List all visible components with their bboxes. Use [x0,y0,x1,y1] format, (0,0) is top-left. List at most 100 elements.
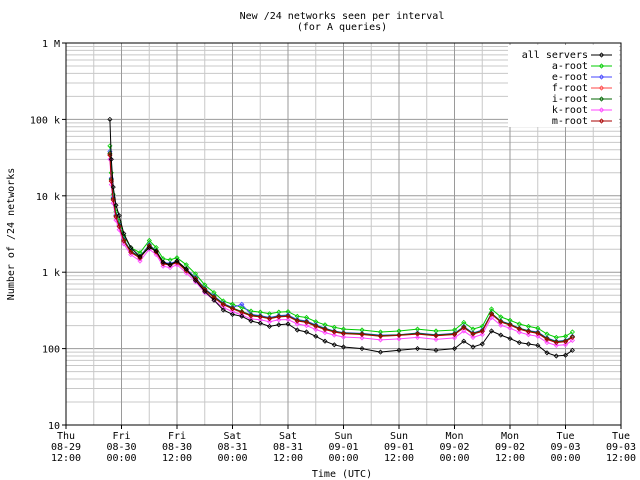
x-tick-time: 12:00 [495,453,525,464]
data-point-all-servers [211,297,217,303]
data-point-all-servers [108,156,114,162]
legend: all serversa-roote-rootf-rooti-rootk-roo… [508,45,619,127]
data-point-i-root [128,248,134,254]
y-tick-label: 1 k [42,268,60,279]
data-point-a-root [202,282,208,288]
data-point-m-root [488,311,495,317]
data-point-m-root [562,339,569,345]
data-point-all-servers [377,349,384,355]
data-point-m-root [331,329,337,335]
x-tick-day: Fri [112,431,130,442]
data-point-i-root [257,313,263,319]
data-point-all-servers [498,332,504,338]
data-point-all-servers [340,344,347,350]
data-point-a-root [266,311,273,317]
data-point-m-root [257,314,263,320]
data-point-k-root [396,336,402,342]
plot-frame [65,42,622,426]
data-point-m-root [137,255,143,261]
data-point-i-root [331,328,337,334]
legend-marker [598,85,605,91]
data-point-m-root [248,313,254,319]
data-point-m-root [285,313,291,319]
x-tick-day: Mon [501,431,519,442]
data-point-m-root [294,318,300,324]
data-point-m-root [516,326,522,332]
data-point-all-servers [276,322,282,328]
data-point-a-root [160,256,166,262]
data-point-all-servers [257,320,263,326]
data-point-a-root [285,309,291,315]
data-point-a-root [553,334,559,340]
data-point-a-root [248,308,254,314]
data-point-all-servers [331,342,337,348]
data-point-a-root [137,250,143,256]
data-point-a-root [192,271,199,277]
data-point-a-root [340,326,347,332]
data-point-i-root [553,339,559,345]
x-tick-day: Tue [612,431,630,442]
data-point-all-servers [516,340,522,346]
x-tick-date: 08-31 [217,442,247,453]
data-point-a-root [461,319,467,325]
x-tick-time: 00:00 [106,453,136,464]
data-point-a-root [470,326,476,332]
data-point-all-servers [313,333,319,339]
data-point-all-servers [110,184,116,190]
data-point-all-servers [229,311,236,317]
data-point-k-root [113,217,119,223]
y-tick-label: 100 [42,345,60,356]
data-point-m-root [569,334,575,340]
x-tick-day: Sun [334,431,352,442]
legend-label: m-root [552,116,588,127]
data-point-m-root [525,329,532,335]
legend-marker [598,74,605,80]
data-point-i-root [359,331,365,337]
data-point-m-root [303,319,310,325]
x-tick-date: 09-03 [606,442,636,453]
data-point-m-root [359,331,365,338]
data-point-all-servers [183,266,189,272]
x-tick-date: 08-30 [162,442,192,453]
data-point-all-servers [107,116,113,122]
data-point-all-servers [488,328,495,334]
data-point-m-root [160,261,166,267]
data-point-a-root [569,329,575,335]
series-group [107,116,575,359]
data-point-all-servers [507,336,513,342]
x-tick-time: 00:00 [217,453,247,464]
data-point-m-root [340,331,347,337]
chart-subtitle: (for A queries) [297,22,387,33]
data-point-i-root [229,305,236,311]
data-point-m-root [461,325,467,331]
data-point-m-root [116,224,122,230]
x-tick-date: 08-31 [273,442,303,453]
data-point-a-root [331,324,337,330]
x-tick-time: 12:00 [162,453,192,464]
data-point-m-root [414,331,421,337]
data-point-m-root [220,302,226,308]
data-point-m-root [107,152,113,158]
data-point-a-root [107,143,113,149]
data-point-a-root [525,323,532,329]
data-point-i-root [303,319,310,325]
legend-label: f-root [552,83,588,94]
data-point-a-root [562,333,569,339]
data-point-a-root [183,262,189,268]
data-point-all-servers [433,347,439,353]
data-point-e-root [239,301,245,307]
x-tick-day: Sat [279,431,297,442]
data-point-all-servers [525,341,532,347]
data-point-m-root [451,331,458,338]
data-point-all-servers [248,318,254,324]
data-point-all-servers [167,262,173,268]
data-point-a-root [167,257,173,263]
legend-label: a-root [552,61,588,72]
data-point-a-root [294,313,300,319]
legend-marker [598,63,605,69]
data-point-i-root [294,317,300,323]
data-point-all-servers [303,329,310,335]
data-point-a-root [488,306,495,312]
data-point-k-root [461,328,467,334]
